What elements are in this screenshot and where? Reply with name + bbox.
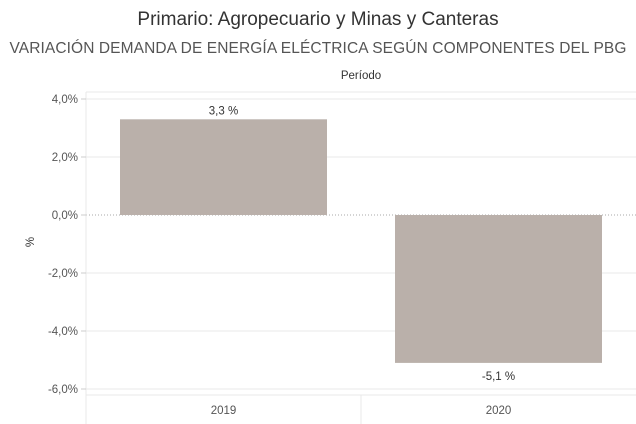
chart-title: Primario: Agropecuario y Minas y Cantera… bbox=[137, 9, 499, 30]
chart-subtitle: VARIACIÓN DEMANDA DE ENERGÍA ELÉCTRICA S… bbox=[9, 40, 627, 57]
data-label-2020: -5,1 % bbox=[482, 371, 515, 383]
y-tick-label: 2,0% bbox=[52, 152, 78, 164]
bar-2019 bbox=[120, 119, 327, 215]
y-tick-label: 4,0% bbox=[52, 94, 78, 106]
bar-2020 bbox=[395, 215, 602, 363]
y-axis-title: % bbox=[25, 237, 37, 247]
y-tick-label: -6,0% bbox=[48, 384, 78, 396]
axes bbox=[81, 91, 636, 424]
x-tick-label-2020: 2020 bbox=[486, 405, 512, 417]
x-axis-title: Período bbox=[341, 70, 381, 82]
y-tick-label: -4,0% bbox=[48, 326, 78, 338]
data-label-2019: 3,3 % bbox=[209, 105, 238, 117]
bars bbox=[120, 119, 602, 363]
x-tick-label-2019: 2019 bbox=[211, 405, 237, 417]
y-tick-label: 0,0% bbox=[52, 210, 78, 222]
y-tick-label: -2,0% bbox=[48, 268, 78, 280]
labels: 4,0% 2,0% 0,0% -2,0% -4,0% -6,0%% Período 3,3 %… bbox=[25, 70, 515, 417]
